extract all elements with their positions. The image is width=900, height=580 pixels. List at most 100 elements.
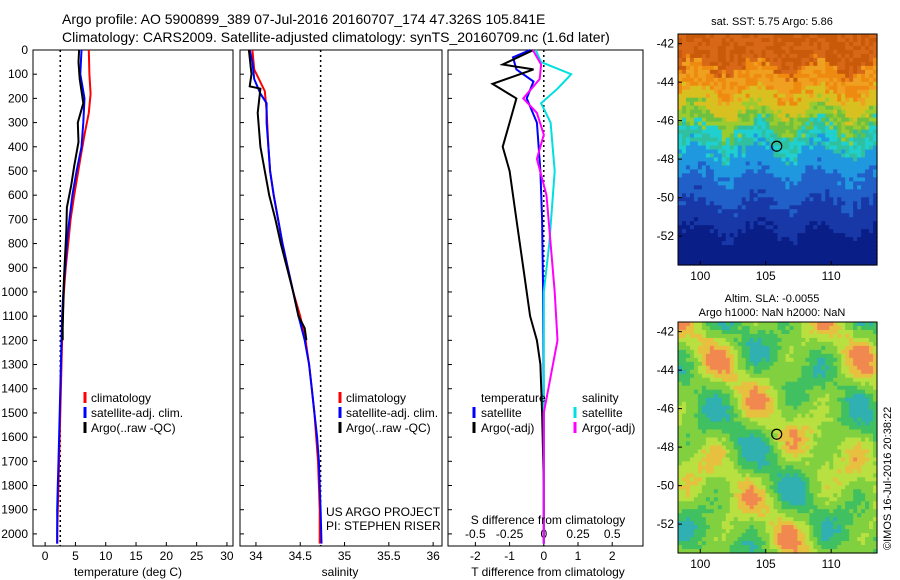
- salinity-xtick-label: 35.5: [377, 549, 401, 563]
- sst-map-cell: [729, 185, 735, 190]
- sla-map-cell: [829, 349, 834, 355]
- sst-map-cell: [833, 233, 838, 238]
- sla-map-cell: [829, 381, 834, 387]
- sst-map-cell: [729, 173, 735, 178]
- sla-map-cell: [809, 429, 814, 435]
- sst-map-cell: [773, 201, 779, 206]
- sla-map-cell: [853, 337, 858, 343]
- sst-map-cell: [817, 249, 822, 254]
- sla-map-cell: [745, 409, 751, 415]
- sla-map-cell: [741, 445, 747, 451]
- sla-map-cell: [745, 461, 751, 466]
- sst-map-cell: [749, 97, 755, 103]
- sst-map-cell: [713, 105, 719, 111]
- sst-map-cell: [761, 85, 767, 91]
- sla-map-cell: [701, 409, 707, 415]
- sst-map-cell: [737, 181, 743, 186]
- sla-map-cell: [693, 385, 699, 391]
- sla-map-cell: [709, 377, 715, 383]
- sla-map-cell: [753, 457, 759, 462]
- sla-map-cell: [753, 409, 759, 415]
- sla-map-cell: [761, 421, 767, 427]
- sla-map-cell: [869, 437, 874, 443]
- sst-map-cell: [777, 177, 783, 182]
- sst-map-cell: [689, 93, 695, 99]
- sst-map-cell: [749, 117, 755, 123]
- sst-map-cell: [689, 141, 695, 147]
- sst-map-cell: [869, 217, 874, 222]
- sst-map-cell: [853, 133, 858, 139]
- sst-map-cell: [693, 61, 699, 67]
- sst-map-cell: [833, 34, 838, 39]
- sst-map-cell: [729, 257, 735, 262]
- sla-map-cell: [809, 357, 814, 363]
- sla-map-cell: [757, 425, 763, 431]
- sst-map-cell: [841, 49, 846, 55]
- sst-map-cell: [841, 65, 846, 71]
- sla-map-cell: [705, 357, 711, 363]
- sst-map-cell: [689, 89, 695, 95]
- sla-map-cell: [773, 461, 779, 466]
- sst-map-cell: [837, 245, 842, 250]
- sst-map-cell: [833, 241, 838, 246]
- sla-map-cell: [813, 381, 818, 387]
- sst-map-cell: [861, 133, 866, 139]
- sst-map-cell: [805, 161, 810, 167]
- sst-map-cell: [825, 97, 830, 103]
- sla-map-cell: [765, 385, 771, 391]
- sst-map-cell: [705, 145, 711, 151]
- sla-map-cell: [873, 457, 878, 462]
- sla-map-cell: [805, 369, 810, 375]
- sst-map-cell: [697, 225, 703, 230]
- sst-map-cell: [753, 61, 759, 67]
- sla-map-cell: [681, 345, 687, 351]
- sla-map-cell: [681, 445, 687, 451]
- sla-map-cell: [697, 329, 703, 335]
- sst-map-cell: [825, 201, 830, 206]
- sst-map-cell: [849, 261, 854, 266]
- sla-map-cell: [809, 345, 814, 351]
- sla-map-cell: [737, 341, 743, 347]
- sst-map-cell: [701, 233, 707, 238]
- sst-map-cell: [857, 109, 862, 115]
- sst-map-cell: [789, 117, 795, 123]
- sst-map-cell: [809, 233, 814, 238]
- sst-map-cell: [845, 261, 850, 266]
- climatology-title: Climatology: CARS2009. Satellite-adjuste…: [62, 29, 610, 45]
- sst-map-cell: [829, 189, 834, 194]
- sla-map-cell: [701, 417, 707, 423]
- sla-map-cell: [801, 429, 806, 435]
- sst-map-cell: [753, 77, 759, 83]
- sst-map-cell: [749, 157, 755, 163]
- sst-map-cell: [849, 45, 854, 51]
- sst-map-cell: [753, 89, 759, 95]
- sla-map-cell: [721, 429, 727, 435]
- sla-map-cell: [761, 325, 767, 331]
- sst-map-cell: [801, 65, 806, 71]
- sla-map-cell: [733, 421, 739, 427]
- sst-map-cell: [781, 241, 787, 246]
- sst-map-cell: [801, 161, 806, 167]
- temperature-legend: climatology satellite-adj. clim. Argo(..…: [91, 391, 183, 435]
- sst-map-cell: [873, 185, 878, 190]
- sla-map-cell: [789, 433, 795, 439]
- sst-map-cell: [737, 261, 743, 266]
- sla-map-cell: [689, 417, 695, 423]
- sla-map-cell: [749, 441, 755, 447]
- sst-map-cell: [753, 253, 759, 258]
- sla-map-cell: [797, 357, 802, 363]
- sst-map-cell: [785, 97, 791, 103]
- sst-map-cell: [705, 137, 711, 143]
- sst-map-cell: [765, 57, 771, 63]
- sla-map-cell: [701, 445, 707, 451]
- sla-map-cell: [817, 337, 822, 343]
- sst-map-cell: [693, 97, 699, 103]
- sst-map-cell: [833, 189, 838, 194]
- salinity-xtick-label: 36: [426, 549, 440, 563]
- sst-map-cell: [777, 133, 783, 139]
- sst-map-cell: [845, 249, 850, 254]
- sla-map-cell: [697, 425, 703, 431]
- sst-map-cell: [701, 153, 707, 159]
- sst-map-cell: [805, 201, 810, 206]
